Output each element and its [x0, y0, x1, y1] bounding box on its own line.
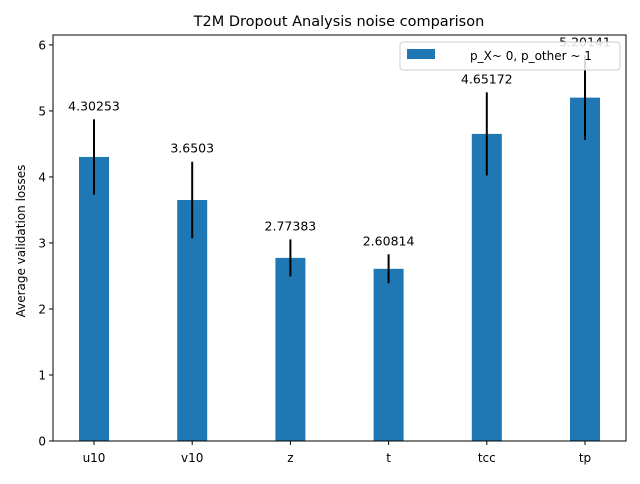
bar: [79, 156, 109, 441]
x-tick-label: z: [287, 451, 293, 465]
bar: [471, 133, 502, 442]
value-label: 4.65172: [461, 71, 513, 86]
bar: [177, 200, 208, 441]
value-label: 2.77383: [265, 218, 317, 233]
y-tick-label: 6: [38, 38, 46, 52]
bars: [79, 97, 600, 442]
y-tick-label: 2: [38, 302, 46, 316]
x-tick-label: tp: [579, 451, 591, 465]
value-label: 2.60814: [363, 233, 415, 248]
y-tick-label: 5: [38, 104, 46, 118]
bar: [570, 97, 600, 441]
y-tick-label: 3: [38, 236, 46, 250]
x-tick-label: v10: [181, 451, 203, 465]
y-axis-label: Average validation losses: [14, 165, 28, 318]
legend-entry: p_X~ 0, p_other ~ 1: [470, 49, 592, 63]
y-tick-label: 4: [38, 170, 46, 184]
value-label: 4.30253: [68, 98, 120, 113]
legend: p_X~ 0, p_other ~ 1: [399, 41, 621, 71]
x-tick-label: u10: [83, 451, 106, 465]
bar: [275, 257, 306, 441]
legend-box: [399, 41, 621, 71]
value-label: 3.6503: [170, 141, 214, 156]
error-bars: [93, 55, 586, 284]
plot-frame: [52, 34, 627, 442]
chart-title: T2M Dropout Analysis noise comparison: [193, 14, 485, 30]
bar: [373, 268, 404, 441]
x-tick-label: tcc: [478, 451, 496, 465]
axis-ticks: 0 1 2 3 4 5 6 u10 v10 z t tcc tp: [38, 38, 591, 465]
legend-swatch: [407, 49, 435, 59]
y-tick-label: 1: [38, 368, 46, 382]
x-tick-label: t: [386, 451, 391, 465]
y-tick-label: 0: [38, 435, 46, 449]
